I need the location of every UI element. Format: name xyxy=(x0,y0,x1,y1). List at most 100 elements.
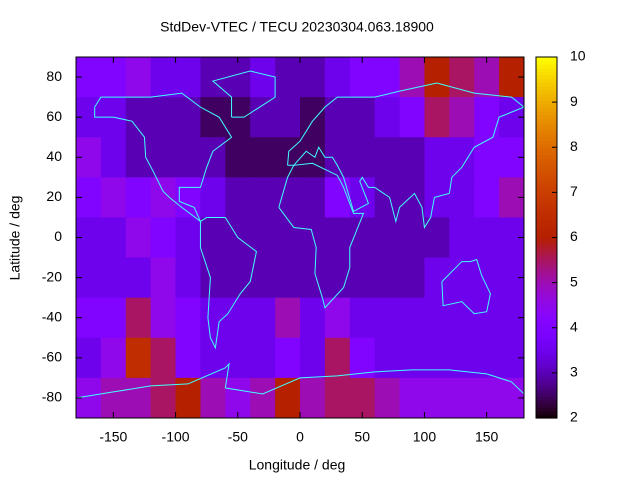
colorbar-step xyxy=(536,165,557,170)
heatmap-cell xyxy=(100,57,127,98)
heatmap-cell xyxy=(374,217,401,259)
heatmap-cell xyxy=(200,257,226,299)
colorbar-step xyxy=(536,385,557,390)
x-tick-label: -50 xyxy=(228,429,248,445)
heatmap-cell xyxy=(125,177,152,218)
colorbar-tick-label: 10 xyxy=(570,48,586,64)
colorbar-step xyxy=(536,302,557,307)
coastline xyxy=(94,92,233,224)
colorbar-step xyxy=(536,291,557,296)
colorbar-step xyxy=(536,342,557,347)
heatmap-cell xyxy=(349,377,376,419)
colorbar-step xyxy=(536,67,557,73)
heatmap-cell xyxy=(225,337,251,379)
colorbar-step xyxy=(536,334,557,340)
colorbar-step xyxy=(536,230,557,235)
colorbar-step xyxy=(536,89,557,94)
heatmap-cell xyxy=(424,297,450,339)
colorbar-step xyxy=(536,179,557,184)
colorbar-step xyxy=(536,399,557,405)
colorbar-step xyxy=(536,262,557,267)
heatmap-cell xyxy=(125,297,152,339)
heatmap-cell xyxy=(424,97,450,138)
heatmap-cell xyxy=(175,337,201,379)
heatmap-cell xyxy=(424,337,450,379)
colorbar-step xyxy=(536,367,557,372)
colorbar-step xyxy=(536,176,557,181)
heatmap-cell xyxy=(250,137,276,178)
coastline xyxy=(441,258,491,315)
heatmap-cell xyxy=(275,297,301,339)
colorbar-step xyxy=(536,208,557,213)
colorbar-step xyxy=(536,158,557,163)
colorbar-step xyxy=(536,197,557,202)
heatmap-cell xyxy=(349,137,376,178)
y-tick-label: 60 xyxy=(46,108,62,124)
colorbar-step xyxy=(536,392,557,397)
colorbar-step xyxy=(536,168,557,174)
heatmap-cell xyxy=(474,297,500,339)
heatmap-cell xyxy=(275,177,301,218)
colorbar-step xyxy=(536,233,557,239)
heatmap-cell xyxy=(374,97,401,138)
heatmap-cell xyxy=(175,137,201,178)
coastline xyxy=(199,216,257,350)
colorbar-step xyxy=(536,75,557,80)
heatmap-cell xyxy=(374,377,401,419)
heatmap-cell xyxy=(100,377,127,419)
y-tick-label: -80 xyxy=(42,389,62,405)
colorbar-step xyxy=(536,226,557,231)
heatmap-cell xyxy=(474,97,500,138)
colorbar-step xyxy=(536,57,557,62)
heatmap-cell xyxy=(275,377,301,419)
heatmap-cell xyxy=(300,217,326,259)
heatmap-cell xyxy=(424,137,450,178)
colorbar-step xyxy=(536,255,557,260)
colorbar-step xyxy=(536,251,557,257)
colorbar-step xyxy=(536,345,557,351)
colorbar-step xyxy=(536,407,557,412)
x-tick-label: 150 xyxy=(475,429,499,445)
heatmap-cell xyxy=(349,57,376,98)
colorbar-step xyxy=(536,107,557,112)
heatmap-cell xyxy=(349,97,376,138)
heatmap-cell xyxy=(200,177,226,218)
colorbar-step xyxy=(536,374,557,379)
colorbar-step xyxy=(536,410,557,415)
heatmap-cell xyxy=(125,97,152,138)
heatmap-cell xyxy=(200,97,226,138)
colorbar-step xyxy=(536,295,557,300)
colorbar-step xyxy=(536,244,557,249)
colorbar-step xyxy=(536,223,557,228)
heatmap-cell xyxy=(399,217,425,259)
heatmap-cell xyxy=(175,217,201,259)
colorbar-step xyxy=(536,356,557,361)
colorbar-step xyxy=(536,147,557,152)
heatmap-cell xyxy=(150,137,177,178)
heatmap-cell xyxy=(374,337,401,379)
colorbar-step xyxy=(536,389,557,394)
colorbar-step xyxy=(536,93,557,98)
heatmap-cell xyxy=(474,57,500,98)
heatmap-cell xyxy=(399,177,425,218)
heatmap-cell xyxy=(175,57,201,98)
colorbar-step xyxy=(536,306,557,311)
colorbar-tick-label: 6 xyxy=(570,228,578,244)
y-tick-label: -40 xyxy=(42,308,62,324)
heatmap-cell xyxy=(399,257,425,299)
colorbar-step xyxy=(536,194,557,199)
heatmap-cell xyxy=(100,297,127,339)
colorbar-step xyxy=(536,154,557,159)
colorbar-step xyxy=(536,64,557,69)
colorbar-step xyxy=(536,132,557,138)
heatmap-cell xyxy=(449,177,475,218)
heatmap-cell xyxy=(250,97,276,138)
x-axis-label: Longitude / deg xyxy=(249,457,346,473)
colorbar-step xyxy=(536,396,557,401)
heatmap-cell xyxy=(150,217,177,259)
heatmap-cell xyxy=(275,257,301,299)
heatmap-cell xyxy=(449,57,475,98)
heatmap-cell xyxy=(275,337,301,379)
heatmap-cell xyxy=(150,177,177,218)
